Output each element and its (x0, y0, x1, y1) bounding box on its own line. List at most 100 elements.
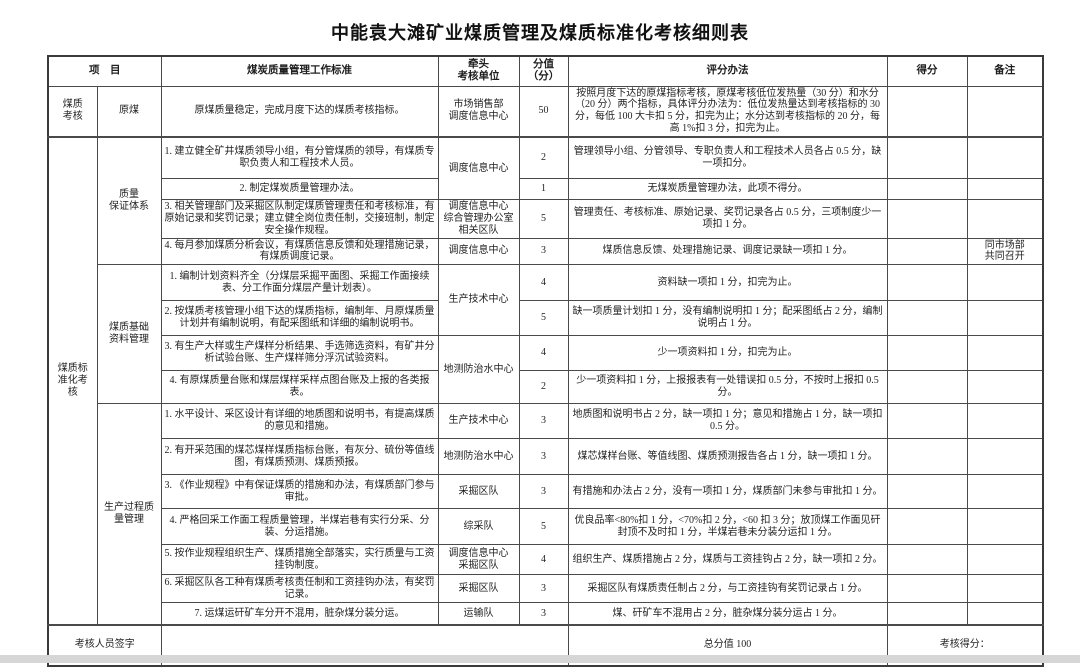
lead-unit-cell: 采掘区队 (437, 574, 520, 604)
lead-unit-cell: 市场销售部 调度信息中心 (437, 85, 520, 138)
method-cell: 煤质信息反馈、处理措施记录、调度记录缺一项扣 1 分。 (567, 237, 888, 266)
method-cell: 煤芯煤样台账、等值线图、煤质预测报告各占 1 分，缺一项扣 1 分。 (567, 438, 888, 476)
method-cell: 管理领导小组、分管领导、专职负责人和工程技术人员各占 0.5 分，缺一项扣分。 (567, 135, 888, 180)
lead-unit-cell: 生产技术中心 (437, 403, 520, 440)
header-method: 评分办法 (567, 55, 888, 87)
points-cell (886, 474, 968, 510)
method-cell: 按照月度下达的原煤指标考核，原煤考核低位发热量（30 分）和水分（20 分）两个… (567, 85, 888, 138)
points-cell (886, 403, 968, 440)
table-row: 煤质标 准化考 核质量 保证体系 1. 建立健全矿井煤质领导小组，有分管煤质的领导… (47, 135, 1044, 626)
score-cell: 2 (518, 370, 569, 405)
page-bottom-edge (0, 655, 1080, 663)
score-cell: 4 (518, 264, 569, 302)
points-cell (886, 574, 968, 604)
header-lead-unit: 牵头 考核单位 (437, 55, 520, 87)
lead-unit-cell: 地测防治水中心 (437, 335, 520, 405)
remark-cell (966, 199, 1044, 239)
score-cell: 3 (518, 403, 569, 440)
score-cell: 4 (518, 335, 569, 372)
score-cell: 4 (518, 544, 569, 576)
standard-cell: 7. 运煤运矸矿车分开不混用，脏杂煤分装分运。 (160, 602, 439, 626)
score-cell: 5 (518, 199, 569, 239)
remark-cell (966, 544, 1044, 576)
points-cell (886, 199, 968, 239)
lead-unit-cell: 调度信息中心 (437, 135, 520, 201)
standard-cell: 3. 相关管理部门及采掘区队制定煤质管理责任和考核标准，有原始记录和奖罚记录；建… (160, 199, 439, 239)
table-row: 3. 《作业规程》中有保证煤质的措施和办法，有煤质部门参与审批。 采掘区队 3 有措施… (48, 474, 1044, 510)
score-cell: 50 (518, 85, 569, 138)
method-cell: 缺一项质量计划扣 1 分，没有编制说明扣 1 分；配采图纸占 2 分，编制说明占… (567, 300, 888, 337)
method-cell: 组织生产、煤质措施占 2 分，煤质与工资挂钩占 2 分，缺一项扣 2 分。 (567, 544, 888, 576)
points-cell (886, 237, 968, 266)
method-cell: 采掘区队有煤质责任制占 2 分，与工资挂钩有奖罚记录占 1 分。 (567, 574, 888, 604)
lead-unit-cell: 综采队 (437, 508, 520, 546)
points-cell (886, 178, 968, 201)
standard-cell: 4. 每月参加煤质分析会议，有煤质信息反馈和处理措施记录，有煤质调度记录。 (160, 237, 439, 266)
table-row: 6. 采掘区队各工种有煤质考核责任制和工资挂钩办法，有奖罚记录。 采掘区队 3 采掘区… (48, 574, 1044, 604)
standard-cell: 原煤质量稳定，完成月度下达的煤质考核指标。 (160, 85, 439, 138)
remark-cell (966, 474, 1044, 510)
points-cell (886, 508, 968, 546)
table-row: 4. 有原煤质量台账和煤层煤样采样点图台账及上报的各类报表。 2 少一项资料扣 1 … (48, 370, 1044, 405)
remark-cell (966, 370, 1044, 405)
score-cell: 2 (518, 135, 569, 180)
remark-cell (966, 135, 1044, 180)
lead-unit-cell: 调度信息中心 综合管理办公室 相关区队 (437, 199, 520, 239)
standard-cell: 1. 编制计划资料齐全（分煤层采掘平面图、采掘工作面接续表、分工作面分煤层产量计… (160, 264, 439, 302)
assessment-table: 项 目煤炭质量管理工作标准 牵头 考核单位 分值（分） 评分办法 得分 备注 煤质 考核 原煤… (47, 55, 1044, 667)
points-cell (886, 602, 968, 626)
header-remark: 备注 (966, 55, 1044, 87)
table-row: 煤质 考核 原煤 原煤质量稳定，完成月度下达的煤质考核指标。 市场销售部 调度信息中心… (47, 85, 1044, 138)
points-cell (886, 135, 968, 180)
table-row: 项 目煤炭质量管理工作标准 牵头 考核单位 分值（分） 评分办法 得分 备注 (47, 55, 1044, 87)
method-cell: 无煤炭质量管理办法，此项不得分。 (567, 178, 888, 201)
header-standard: 煤炭质量管理工作标准 (160, 55, 439, 87)
score-cell: 1 (518, 178, 569, 201)
method-cell: 少一项资料扣 1 分，上报报表有一处错误扣 0.5 分，不按时上报扣 0.5 分… (567, 370, 888, 405)
standard-cell: 6. 采掘区队各工种有煤质考核责任制和工资挂钩办法，有奖罚记录。 (160, 574, 439, 604)
points-cell (886, 264, 968, 302)
method-cell: 优良品率<80%扣 1 分，<70%扣 2 分，<60 扣 3 分；放顶煤工作面… (567, 508, 888, 546)
standard-cell: 5. 按作业规程组织生产、煤质措施全部落实，实行质量与工资挂钩制度。 (160, 544, 439, 576)
section-cell: 原煤 (96, 85, 162, 138)
score-cell: 5 (518, 508, 569, 546)
points-cell (886, 370, 968, 405)
table-row: 7. 运煤运矸矿车分开不混用，脏杂煤分装分运。 运输队 3 煤、矸矿车不混用占 2 分… (48, 602, 1044, 626)
remark-cell (966, 85, 1044, 138)
standard-cell: 2. 按煤质考核管理小组下达的煤质指标，编制年、月原煤质量计划并有编制说明，有配… (160, 300, 439, 337)
method-cell: 管理责任、考核标准、原始记录、奖罚记录各占 0.5 分，三项制度少一项扣 1 分… (567, 199, 888, 239)
section-cell: 质量 保证体系 (96, 135, 162, 266)
method-cell: 煤、矸矿车不混用占 2 分，脏杂煤分装分运占 1 分。 (567, 602, 888, 626)
remark-cell (966, 264, 1044, 302)
method-cell: 地质图和说明书占 2 分，缺一项扣 1 分；意见和措施占 1 分，缺一项扣 0.… (567, 403, 888, 440)
score-cell: 3 (518, 237, 569, 266)
lead-unit-cell: 调度信息中心 采掘区队 (437, 544, 520, 576)
table-row: 2. 按煤质考核管理小组下达的煤质指标，编制年、月原煤质量计划并有编制说明，有配… (48, 300, 1044, 337)
table-row: 生产过程质 量管理 1. 水平设计、采区设计有详细的地质图和说明书，有提高煤质的意… (48, 403, 1044, 626)
score-cell: 3 (518, 574, 569, 604)
remark-cell (966, 438, 1044, 476)
header-points: 得分 (886, 55, 968, 87)
score-cell: 3 (518, 602, 569, 626)
method-cell: 有措施和办法占 2 分，没有一项扣 1 分，煤质部门未参与审批扣 1 分。 (567, 474, 888, 510)
table-row: 4. 严格回采工作面工程质量管理，半煤岩巷有实行分采、分装、分运措施。 综采队 5 优… (48, 508, 1044, 546)
score-cell: 3 (518, 438, 569, 476)
remark-cell (966, 300, 1044, 337)
remark-cell (966, 602, 1044, 626)
section-cell: 生产过程质 量管理 (96, 403, 162, 626)
standard-cell: 3. 《作业规程》中有保证煤质的措施和办法，有煤质部门参与审批。 (160, 474, 439, 510)
table-row: 2. 制定煤炭质量管理办法。 1 无煤炭质量管理办法，此项不得分。 (48, 178, 1044, 201)
header-score: 分值（分） (518, 55, 569, 87)
table-row: 3. 相关管理部门及采掘区队制定煤质管理责任和考核标准，有原始记录和奖罚记录；建… (48, 199, 1044, 239)
section-cell: 煤质基础 资料管理 (96, 264, 162, 405)
method-cell: 资料缺一项扣 1 分，扣完为止。 (567, 264, 888, 302)
table-body: 项 目煤炭质量管理工作标准 牵头 考核单位 分值（分） 评分办法 得分 备注 煤质 考核 原煤… (47, 55, 1044, 667)
standard-cell: 1. 水平设计、采区设计有详细的地质图和说明书，有提高煤质的意见和措施。 (160, 403, 439, 440)
remark-cell (966, 335, 1044, 372)
points-cell (886, 335, 968, 372)
standard-cell: 3. 有生产大样或生产煤样分析结果、手选筛选资料，有矿井分析试验台账、生产煤样筛… (160, 335, 439, 372)
table-row: 5. 按作业规程组织生产、煤质措施全部落实，实行质量与工资挂钩制度。 调度信息中心… (48, 544, 1044, 576)
remark-cell: 同市场部 共同召开 (966, 237, 1044, 266)
page-title: 中能袁大滩矿业煤质管理及煤质标准化考核细则表 (331, 23, 749, 43)
category-cell: 煤质 考核 (47, 85, 98, 138)
